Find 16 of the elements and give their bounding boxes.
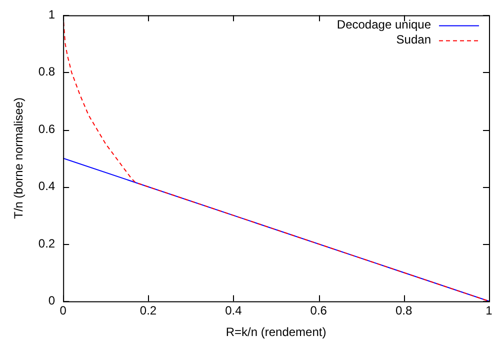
- x-tick-label: 0.4: [225, 304, 242, 318]
- x-tick-label: 0: [60, 304, 67, 318]
- y-tick-label: 0: [48, 294, 56, 308]
- y-tick-label: 0.6: [38, 122, 56, 136]
- x-tick-label: 0.8: [395, 304, 412, 318]
- legend-label: Decodage unique: [336, 18, 432, 32]
- x-tick-label: 0.6: [310, 304, 328, 318]
- x-tick-label: 1: [486, 304, 493, 318]
- y-axis-title: T/n (borne normalisee): [12, 98, 26, 219]
- y-tick-label: 1: [48, 8, 56, 22]
- y-tick-label: 0.8: [38, 64, 56, 79]
- y-tick-label: 0.4: [38, 179, 56, 194]
- y-tick-label: 0.2: [38, 236, 56, 250]
- x-axis-title: R=k/n (rendement): [226, 325, 326, 340]
- legend-label: Sudan: [396, 32, 431, 47]
- x-tick-label: 0.2: [140, 304, 157, 318]
